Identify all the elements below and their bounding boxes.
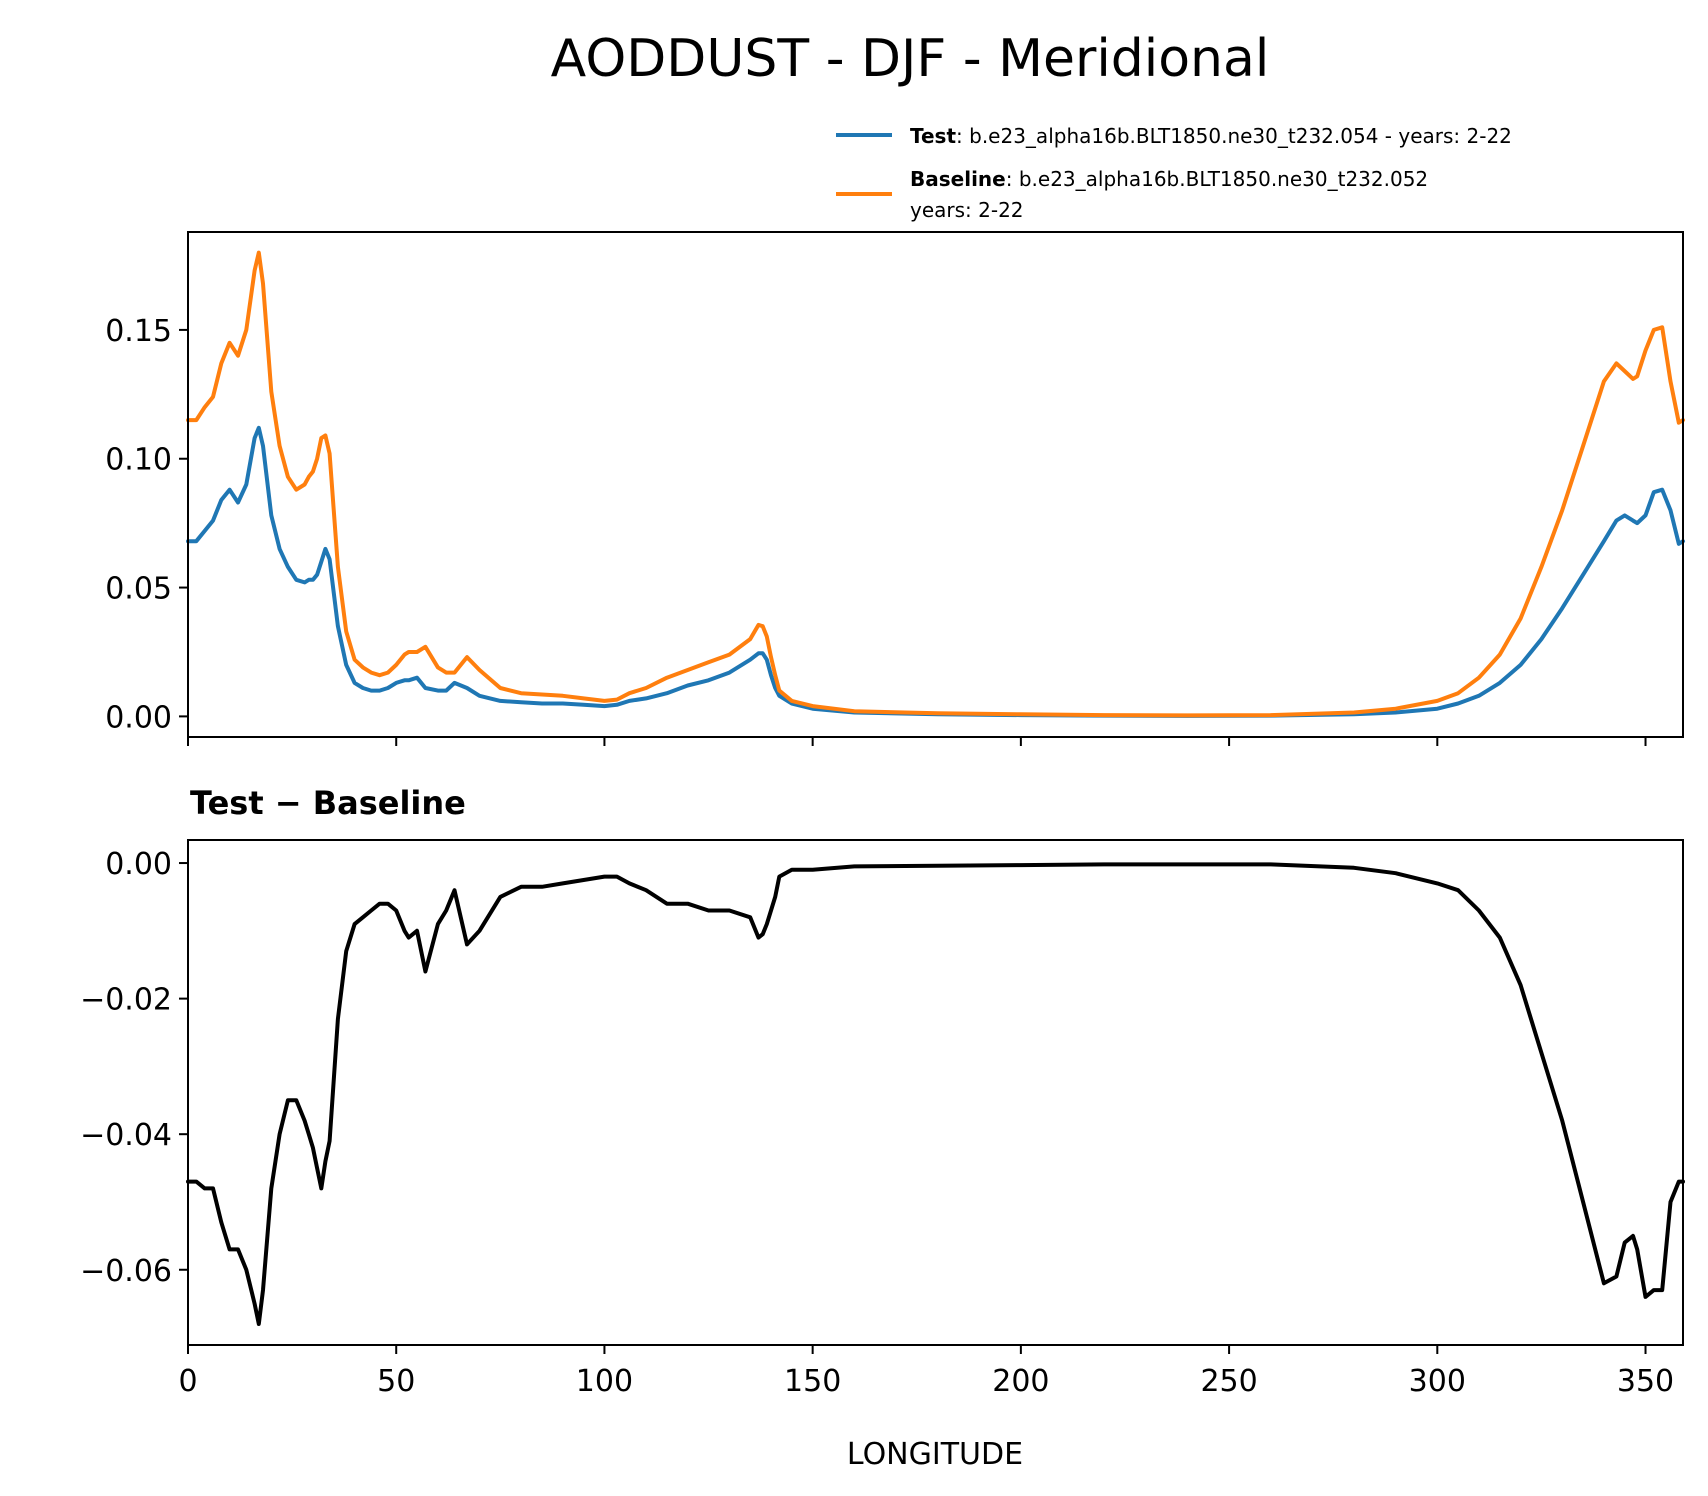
legend-text-test: b.e23_alpha16b.BLT1850.ne30_t232.054 - y… <box>969 124 1512 148</box>
top-panel: 0.00 0.05 0.10 0.15 <box>105 231 1685 746</box>
bottom-panel-title: Test − Baseline <box>190 784 466 822</box>
series-line-baseline <box>186 250 1685 718</box>
legend-name-baseline: Baseline <box>910 167 1006 191</box>
series-line-test-baseline <box>186 862 1685 1326</box>
y-tick-label: −0.04 <box>80 1118 172 1153</box>
legend-text-baseline-line2: years: 2-22 <box>910 198 1024 222</box>
legend-sep-test: : <box>956 124 969 148</box>
top-panel-y-ticks: 0.00 0.05 0.10 0.15 <box>105 314 188 735</box>
bottom-panel-series <box>186 862 1685 1326</box>
bottom-panel-y-ticks: −0.06 −0.04 −0.02 0.00 <box>80 847 188 1289</box>
y-tick-label: −0.06 <box>80 1254 172 1289</box>
legend-sep-baseline: : <box>1006 167 1019 191</box>
y-tick-label: 0.10 <box>105 443 172 478</box>
top-panel-frame <box>187 231 1684 738</box>
y-tick-label: 0.00 <box>105 847 172 882</box>
legend-entry-baseline: Baseline: b.e23_alpha16b.BLT1850.ne30_t2… <box>910 167 1428 191</box>
x-axis-label: LONGITUDE <box>847 1437 1023 1472</box>
bottom-panel: −0.06 −0.04 −0.02 0.00 0 50 100 150 200 250 300 35… <box>80 839 1685 1399</box>
y-tick-label: −0.02 <box>80 983 172 1018</box>
legend-text-baseline: b.e23_alpha16b.BLT1850.ne30_t232.052 <box>1019 167 1428 191</box>
top-panel-series <box>186 250 1685 718</box>
legend-name-test: Test <box>910 124 956 148</box>
x-tick-label: 100 <box>576 1364 633 1399</box>
bottom-panel-x-ticks: 0 50 100 150 200 250 300 350 <box>178 1345 1674 1399</box>
legend-entry-test: Test: b.e23_alpha16b.BLT1850.ne30_t232.0… <box>910 124 1512 148</box>
x-tick-label: 300 <box>1409 1364 1466 1399</box>
bottom-panel-frame <box>187 839 1684 1346</box>
y-tick-label: 0.15 <box>105 314 172 349</box>
x-tick-label: 150 <box>784 1364 841 1399</box>
x-tick-label: 250 <box>1200 1364 1257 1399</box>
top-panel-x-ticks <box>187 737 1647 746</box>
x-tick-label: 350 <box>1617 1364 1674 1399</box>
series-line-test <box>186 425 1685 718</box>
legend: Test: b.e23_alpha16b.BLT1850.ne30_t232.0… <box>836 124 1512 222</box>
x-tick-label: 0 <box>178 1364 197 1399</box>
x-tick-label: 200 <box>992 1364 1049 1399</box>
figure-title: AODDUST - DJF - Meridional <box>551 29 1270 89</box>
y-tick-label: 0.00 <box>105 700 172 735</box>
y-tick-label: 0.05 <box>105 572 172 607</box>
x-tick-label: 50 <box>377 1364 415 1399</box>
